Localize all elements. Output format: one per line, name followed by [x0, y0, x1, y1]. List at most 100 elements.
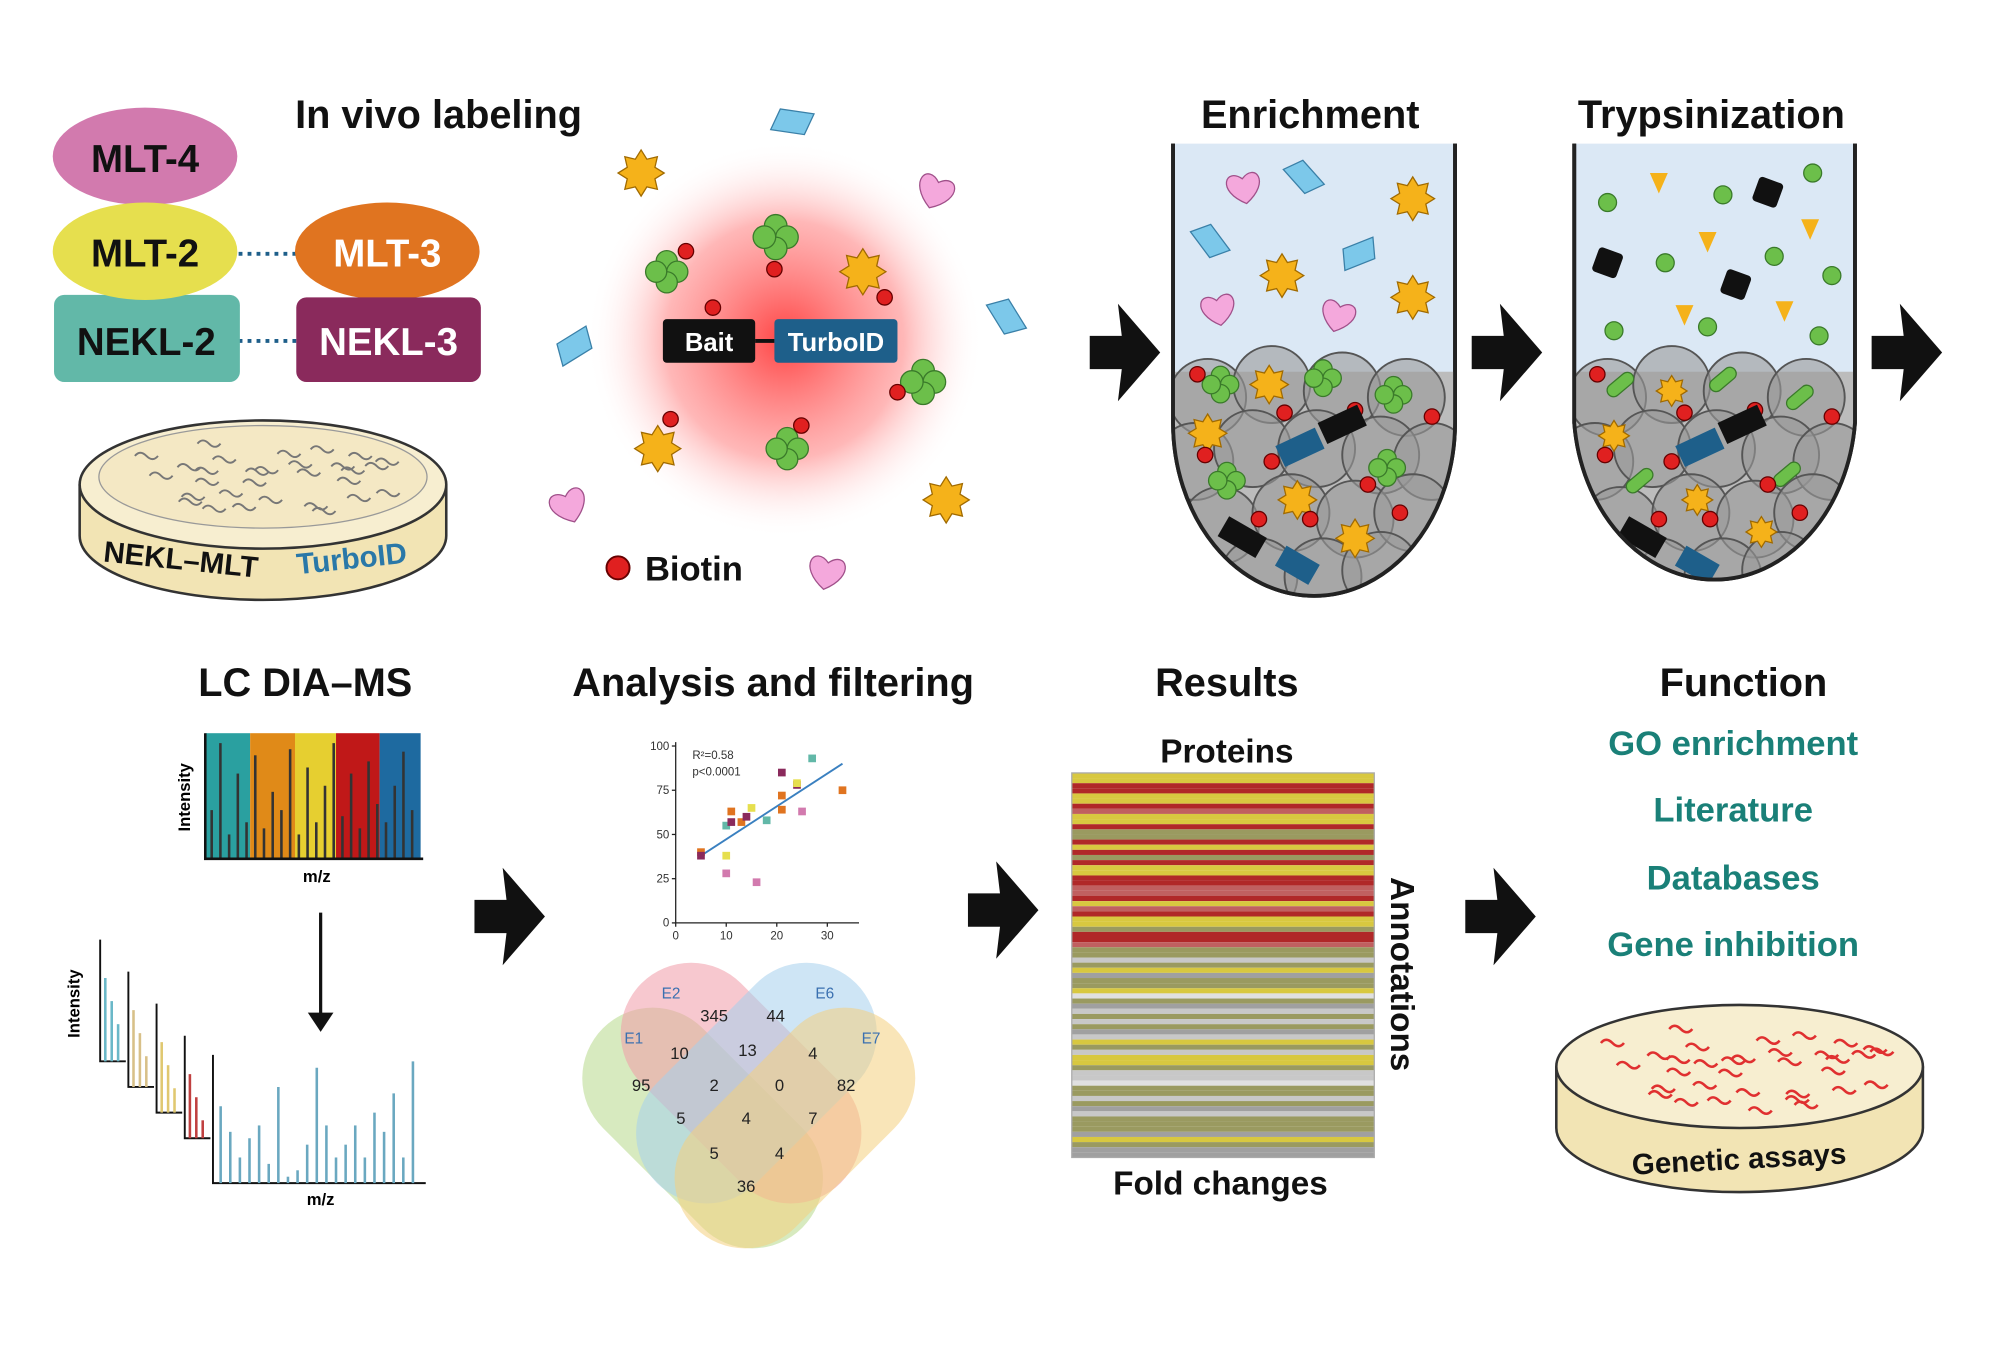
heatmap-row — [1071, 1101, 1375, 1107]
heatmap-row — [1071, 1116, 1375, 1122]
diamond-protein-icon — [1282, 159, 1326, 195]
heatmap-row — [1071, 865, 1375, 871]
scatter-point — [838, 786, 847, 795]
heatmap-row — [1071, 1131, 1375, 1137]
correlation-scatter: R²=0.58 p<0.0001 0 25 50 75 100 0 10 20 30 — [650, 741, 860, 943]
heatmap-row — [1071, 921, 1375, 927]
heatmap-row — [1071, 870, 1375, 876]
star-protein-icon — [1597, 419, 1631, 453]
star-protein-icon — [1276, 479, 1318, 521]
spectrum-peak — [227, 834, 231, 859]
scatter-point — [777, 805, 786, 814]
star-protein-icon — [1655, 374, 1689, 408]
peptide-icon — [1698, 232, 1717, 253]
biotin-icon — [1391, 504, 1409, 522]
star-protein-icon — [1680, 483, 1714, 517]
spectrum-peak — [376, 804, 379, 859]
spectrum-peak — [253, 755, 257, 859]
venn-count: 10 — [670, 1044, 689, 1063]
heatmap-row — [1071, 813, 1375, 820]
biotin-icon — [1823, 408, 1841, 425]
biotin-icon — [1189, 365, 1206, 383]
venn-count: 345 — [700, 1007, 728, 1026]
heatmap-row — [1071, 854, 1375, 861]
ms2-ylabel: Intensity — [65, 969, 84, 1038]
turboid-label: TurboID — [788, 329, 884, 357]
spectrum-peak — [323, 785, 327, 859]
title-function: Function — [1660, 661, 1828, 705]
venn-count: 7 — [808, 1109, 817, 1128]
biotin-icon — [1663, 453, 1680, 470]
star-protein-icon — [1389, 274, 1436, 321]
heatmap-row — [1071, 1008, 1375, 1014]
nekl3-node — [296, 297, 481, 382]
heatmap-row — [1071, 916, 1375, 922]
heatmap-row — [1071, 978, 1375, 984]
heatmap-row — [1071, 1044, 1375, 1050]
title-analysis: Analysis and filtering — [572, 661, 974, 705]
heatmap-row — [1071, 808, 1375, 814]
clover-protein-icon — [1374, 375, 1413, 414]
biotin-icon — [889, 383, 906, 401]
heatmap-row — [1071, 793, 1375, 799]
worms-icon — [1599, 1024, 1895, 1116]
venn-count: 44 — [766, 1007, 785, 1026]
heatmap-row — [1071, 1049, 1375, 1055]
heatmap-row — [1071, 1075, 1375, 1081]
function-go-enrichment: GO enrichment — [1608, 725, 1858, 763]
scatter-point — [697, 851, 705, 860]
results-heatmap — [1071, 772, 1375, 1158]
diamond-protein-icon — [1189, 223, 1231, 259]
mlt3-label: MLT-3 — [333, 233, 441, 276]
peptide-icon — [1604, 321, 1624, 341]
spectrum-peak — [332, 743, 335, 859]
bait-icon — [1217, 516, 1267, 558]
heatmap-row — [1071, 829, 1375, 835]
venn-set-e7 — [674, 1007, 916, 1249]
protein-complex: MLT-4 MLT-2 MLT-3 NEKL-2 NEKL-3 — [52, 107, 481, 382]
heatmap-row — [1071, 957, 1375, 963]
spectrum-peak — [341, 816, 344, 859]
peptide-icon — [1775, 301, 1794, 322]
clover-protein-icon — [1304, 359, 1342, 398]
flow-arrow-icon — [474, 867, 545, 966]
diamond-protein-icon — [1342, 236, 1376, 272]
spectrum-peak — [236, 773, 240, 859]
scatter-point — [722, 821, 731, 830]
spectrum-peak — [271, 791, 274, 859]
biotin-icon — [1588, 365, 1606, 383]
biotin-icon — [1701, 510, 1719, 528]
spectrum-peak — [306, 767, 309, 859]
x-tick-label: 30 — [821, 931, 834, 943]
y-tick-label: 50 — [656, 829, 669, 841]
venn-count: 5 — [710, 1144, 719, 1163]
spectrum-peak — [219, 743, 222, 859]
heatmap-row — [1071, 967, 1375, 973]
scatter-point — [722, 869, 731, 878]
heatmap-row — [1071, 911, 1375, 917]
ms2-panel — [127, 971, 155, 1088]
scatter-point — [793, 779, 801, 788]
venn-label-e6: E6 — [815, 986, 834, 1003]
heatmap-row — [1071, 860, 1375, 866]
scatter-point — [742, 812, 751, 821]
worms-icon — [134, 439, 401, 516]
heatmap-row — [1071, 839, 1375, 845]
biotin-icon — [1263, 453, 1281, 470]
y-tick-label: 100 — [650, 741, 669, 753]
fold-changes-label: Fold changes — [1113, 1166, 1328, 1203]
scatter-point — [777, 791, 786, 800]
turboid-icon — [1275, 427, 1325, 468]
biotin-icon — [677, 242, 695, 260]
heatmap-row — [1071, 1090, 1375, 1096]
spectrum-peak — [367, 761, 370, 859]
heatmap-row — [1071, 880, 1375, 886]
function-gene-inhibition: Gene inhibition — [1607, 926, 1859, 964]
peptide-icon — [1822, 265, 1842, 286]
title-enrichment: Enrichment — [1201, 93, 1420, 137]
heatmap-row — [1071, 1095, 1375, 1102]
scatter-point — [808, 754, 817, 763]
diamond-protein-icon — [556, 325, 593, 368]
ms1-ylabel: Intensity — [175, 762, 194, 831]
scatter-point — [762, 816, 771, 825]
